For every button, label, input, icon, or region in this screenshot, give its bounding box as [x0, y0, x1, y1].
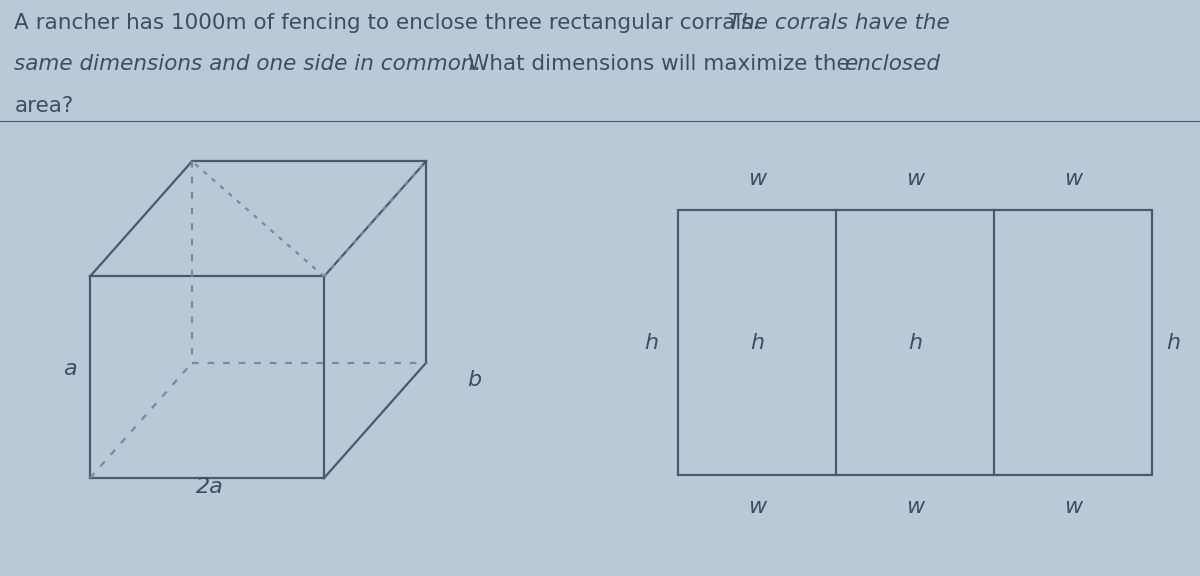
Text: w: w — [1064, 497, 1082, 517]
Text: What dimensions will maximize the: What dimensions will maximize the — [468, 54, 857, 74]
Text: w: w — [748, 497, 766, 517]
Text: h: h — [644, 333, 659, 353]
Text: The corrals have the: The corrals have the — [728, 13, 950, 33]
Text: area?: area? — [14, 96, 73, 116]
Text: w: w — [1064, 169, 1082, 188]
Text: 2a: 2a — [196, 477, 224, 497]
Text: same dimensions and one side in common.: same dimensions and one side in common. — [14, 54, 488, 74]
Text: b: b — [467, 370, 481, 390]
Text: h: h — [750, 333, 764, 353]
Bar — [678, 210, 1152, 475]
Text: A rancher has 1000m of fencing to enclose three rectangular corrals.: A rancher has 1000m of fencing to enclos… — [14, 13, 767, 33]
Text: w: w — [906, 169, 924, 188]
Text: w: w — [906, 497, 924, 517]
Text: w: w — [748, 169, 766, 188]
Text: h: h — [1166, 333, 1181, 353]
Text: h: h — [908, 333, 922, 353]
Text: enclosed: enclosed — [844, 54, 940, 74]
Text: a: a — [62, 359, 77, 378]
